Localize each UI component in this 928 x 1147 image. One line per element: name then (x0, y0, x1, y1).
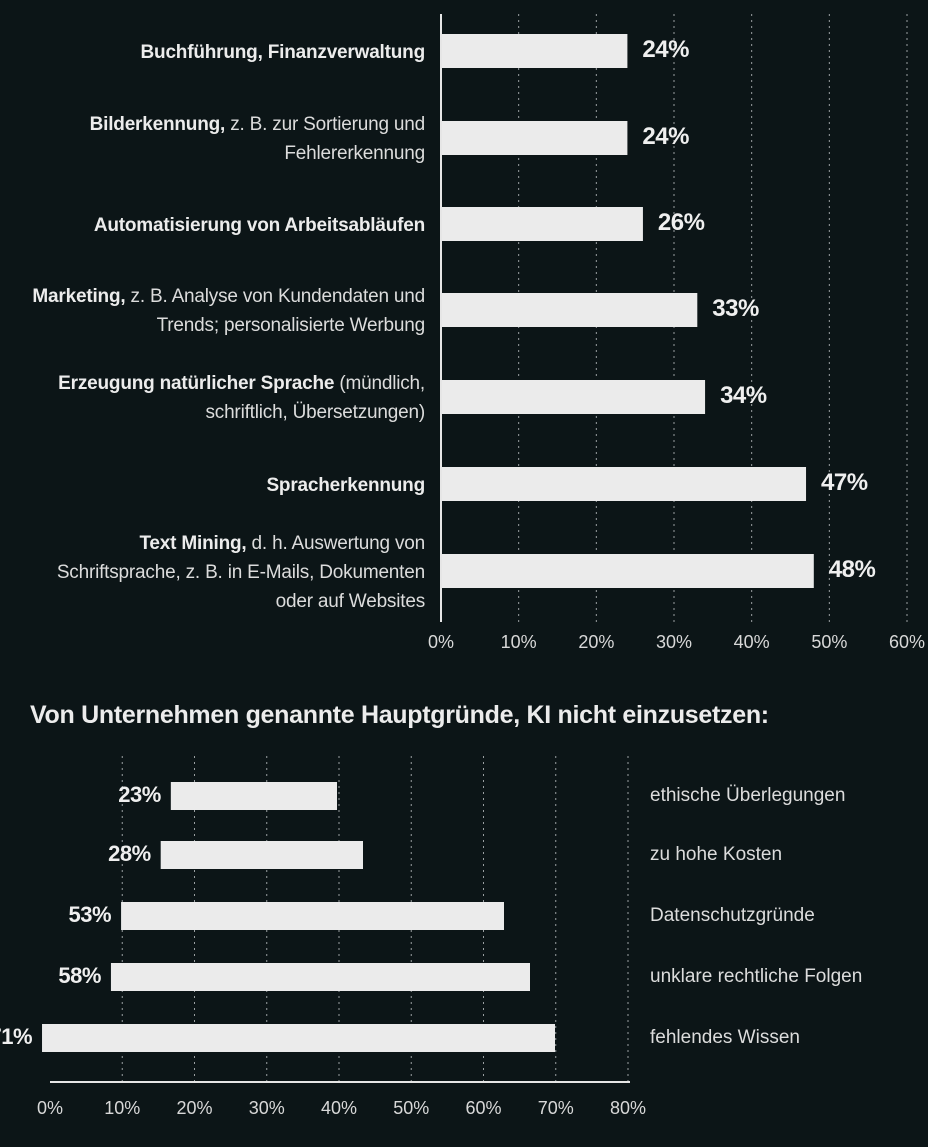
chart2-value-label: 28% (108, 841, 151, 866)
chart1-bar (442, 293, 698, 327)
chart1-tick-label: 10% (500, 632, 537, 652)
chart2-category-label: Datenschutzgründe (650, 905, 815, 926)
chart1-tick-label: 30% (655, 632, 693, 652)
chart2-bar (42, 1024, 555, 1052)
chart2-tick-label: 50% (393, 1098, 430, 1118)
chart1-tick-label: 50% (811, 632, 848, 652)
chart1-category-label: Marketing, z. B. Analyse von Kundendaten… (25, 282, 425, 340)
chart2-tick-label: 30% (248, 1098, 285, 1118)
chart2-tick-label: 10% (104, 1098, 141, 1118)
category-label-bold: Marketing, (32, 286, 126, 307)
chart2-bar (110, 963, 530, 991)
chart1-category-label: Text Mining, d. h. Auswertung von Schrif… (25, 529, 425, 616)
chart2-value-label: 23% (118, 782, 161, 807)
chart1-value-label: 24% (642, 123, 689, 150)
chart1-bar (442, 467, 807, 501)
chart2-tick-label: 80% (609, 1098, 647, 1118)
chart2-tick-label: 70% (537, 1098, 574, 1118)
chart2-tick-label: 40% (320, 1098, 358, 1118)
chart1-bar (442, 380, 706, 414)
category-label-detail: z. B. Analyse von Kundendaten und Trends… (125, 286, 426, 336)
chart1-value-label: 47% (821, 469, 868, 496)
chart1-value-label: 33% (712, 295, 759, 322)
chart1-tick-label: 40% (733, 632, 770, 652)
chart2-bar (170, 782, 337, 810)
chart1-category-label: Bilderkennung, z. B. zur Sortierung und … (45, 110, 426, 168)
category-label-bold: Spracherkennung (266, 474, 425, 496)
category-label-detail: z. B. zur Sortierung und Fehlererkennung (225, 114, 425, 164)
chart1-bar (442, 207, 643, 241)
category-label-bold: Text Mining, (139, 532, 247, 554)
chart1-value-label: 24% (642, 36, 689, 63)
category-label-bold: Buchführung, Finanzverwaltung (140, 41, 426, 63)
chart2-category-label: fehlendes Wissen (650, 1027, 800, 1048)
chart2-value-label: 53% (68, 902, 112, 927)
chart1-value-label: 48% (828, 556, 876, 583)
chart1-bar (442, 121, 628, 155)
chart2-tick-label: 60% (465, 1098, 502, 1118)
chart1-tick-label: 0% (427, 632, 455, 652)
category-label-bold: Bilderkennung, (89, 114, 226, 135)
chart1-category-label: Automatisierung von Arbeitsabläufen (45, 211, 425, 240)
category-label-detail: (mündlich, schriftlich, Übersetzungen) (205, 373, 425, 423)
chart1-category-label: Buchführung, Finanzverwaltung (45, 38, 426, 67)
category-label-bold: Automatisierung von Arbeitsabläufen (93, 214, 425, 236)
chart2-category-label: unklare rechtliche Folgen (650, 966, 863, 987)
chart1-tick-label: 20% (578, 632, 615, 652)
chart1-value-label: 34% (720, 382, 767, 409)
chart1-category-label: Spracherkennung (45, 471, 425, 500)
chart2-tick-label: 20% (176, 1098, 213, 1118)
chart2-value-label: 71% (0, 1024, 33, 1049)
chart1-bar (442, 34, 628, 68)
chart2-bar (121, 902, 504, 930)
category-label-bold: Erzeugung natürlicher Sprache (58, 373, 335, 394)
chart1-tick-label: 60% (888, 632, 926, 652)
chart2-tick-label: 0% (36, 1098, 64, 1118)
chart1-category-label: Erzeugung natürlicher Sprache (mündlich,… (45, 369, 425, 427)
chart2-category-label: ethische Überlegungen (650, 785, 846, 806)
chart1-bar (442, 554, 814, 588)
chart1-value-label: 26% (657, 209, 705, 236)
chart2-category-label: zu hohe Kosten (650, 844, 783, 865)
chart2-value-label: 58% (58, 963, 101, 988)
chart2-bar (160, 841, 363, 869)
category-label-detail: d. h. Auswertung von Schriftsprache, z. … (56, 532, 425, 612)
chart2-title: Von Unternehmen genannte Hauptgründe, KI… (30, 701, 769, 729)
